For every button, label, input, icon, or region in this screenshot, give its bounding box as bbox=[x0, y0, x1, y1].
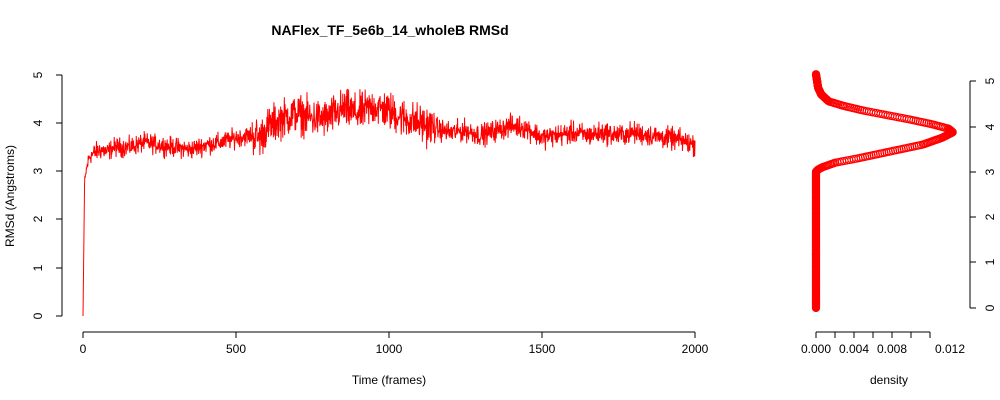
rmsd-line bbox=[82, 88, 696, 317]
density-x-tick-label: 0.008 bbox=[877, 342, 907, 356]
x-tick-label: 500 bbox=[226, 342, 246, 356]
density-y-tick-label: 4 bbox=[983, 123, 997, 130]
density-y-tick-label: 3 bbox=[983, 168, 997, 175]
density-point bbox=[811, 70, 821, 79]
y-tick-label: 1 bbox=[31, 264, 45, 271]
y-tick-label: 3 bbox=[31, 167, 45, 174]
x-tick-label: 1500 bbox=[529, 342, 556, 356]
x-axis-title: Time (frames) bbox=[352, 373, 426, 387]
density-y-tick-label: 2 bbox=[983, 213, 997, 220]
y-tick-label: 5 bbox=[31, 71, 45, 78]
y-tick-label: 4 bbox=[31, 119, 45, 126]
density-x-axis-title: density bbox=[870, 373, 908, 387]
rmsd-panel: NAFlex_TF_5e6b_14_wholeB RMSd 0 500 1000… bbox=[3, 22, 709, 387]
density-series bbox=[811, 70, 957, 313]
density-x-tick-label: 0.012 bbox=[935, 342, 965, 356]
x-tick-label: 1000 bbox=[376, 342, 403, 356]
density-x-tick-label: 0.004 bbox=[839, 342, 869, 356]
y-tick-label: 2 bbox=[31, 215, 45, 222]
y-tick-label: 0 bbox=[31, 312, 45, 319]
density-y-tick-label: 1 bbox=[983, 258, 997, 265]
x-tick-label: 0 bbox=[80, 342, 87, 356]
density-y-tick-label: 0 bbox=[983, 304, 997, 311]
rmsd-series bbox=[82, 88, 696, 317]
density-x-tick-label: 0.000 bbox=[801, 342, 831, 356]
density-y-tick-label: 5 bbox=[983, 77, 997, 84]
y-axis-title: RMSd (Angstroms) bbox=[3, 145, 17, 247]
chart-title: NAFlex_TF_5e6b_14_wholeB RMSd bbox=[271, 22, 508, 38]
x-tick-label: 2000 bbox=[682, 342, 709, 356]
density-panel: 0.000 0.004 0.008 0.012 0 1 2 3 4 5 dens… bbox=[801, 70, 997, 387]
